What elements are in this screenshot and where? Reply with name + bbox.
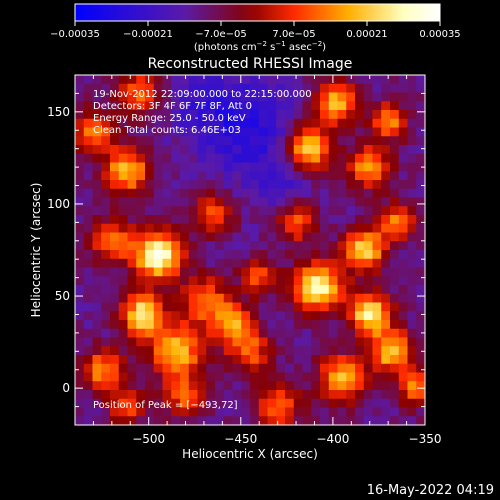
x-tick-label: −400	[316, 432, 349, 446]
x-tick-label: −350	[409, 432, 442, 446]
annotations: 19-Nov-2012 22:09:00.000 to 22:15:00.000…	[93, 89, 312, 411]
colorbar-ticks: −0.00035 −0.00021 −7.0e−05 7.0e−05 0.00021 0.…	[50, 21, 461, 40]
colorbar-tick-label: −0.00021	[123, 29, 173, 40]
x-axis-title: Heliocentric X (arcsec)	[182, 447, 318, 461]
time-range-label: 19-Nov-2012 22:09:00.000 to 22:15:00.000	[93, 89, 312, 100]
y-tick-label: 100	[47, 197, 70, 211]
clean-info-label: Clean Total counts: 6.46E+03	[93, 125, 241, 136]
colorbar-tick-label: 0.00021	[346, 29, 387, 40]
y-tick-label: 50	[55, 289, 70, 303]
chart-title: Reconstructed RHESSI Image	[148, 56, 353, 72]
peak-position-label: Position of Peak = [−493,72]	[93, 400, 238, 411]
colorbar: −0.00035 −0.00021 −7.0e−05 7.0e−05 0.00021 0.…	[50, 3, 461, 53]
axes: −500 −450 −400 −350 0 50 100 150	[47, 74, 442, 446]
y-tick-label: 0	[62, 381, 70, 395]
colorbar-tick-label: −7.0e−05	[195, 29, 247, 40]
colorbar-tick-label: 0.00035	[419, 29, 460, 40]
y-axis-title: Heliocentric Y (arcsec)	[29, 183, 43, 318]
detectors-label: Detectors: 3F 4F 6F 7F 8F, Att 0	[93, 101, 252, 112]
plot-frame	[74, 74, 426, 426]
y-tick-label: 150	[47, 105, 70, 119]
colorbar-gradient	[75, 4, 440, 21]
x-tick-label: −450	[224, 432, 257, 446]
energy-range-label: Energy Range: 25.0 - 50.0 keV	[93, 113, 246, 124]
x-tick-label: −500	[132, 432, 165, 446]
colorbar-tick-label: 7.0e−05	[272, 29, 315, 40]
heatmap-image	[75, 75, 426, 426]
colorbar-frame	[74, 3, 441, 22]
footer-timestamp: 16-May-2022 04:19	[367, 483, 494, 498]
colorbar-unit-label: (photons cm−2 s−1 asec−2)	[194, 40, 326, 53]
colorbar-tick-label: −0.00035	[50, 29, 100, 40]
